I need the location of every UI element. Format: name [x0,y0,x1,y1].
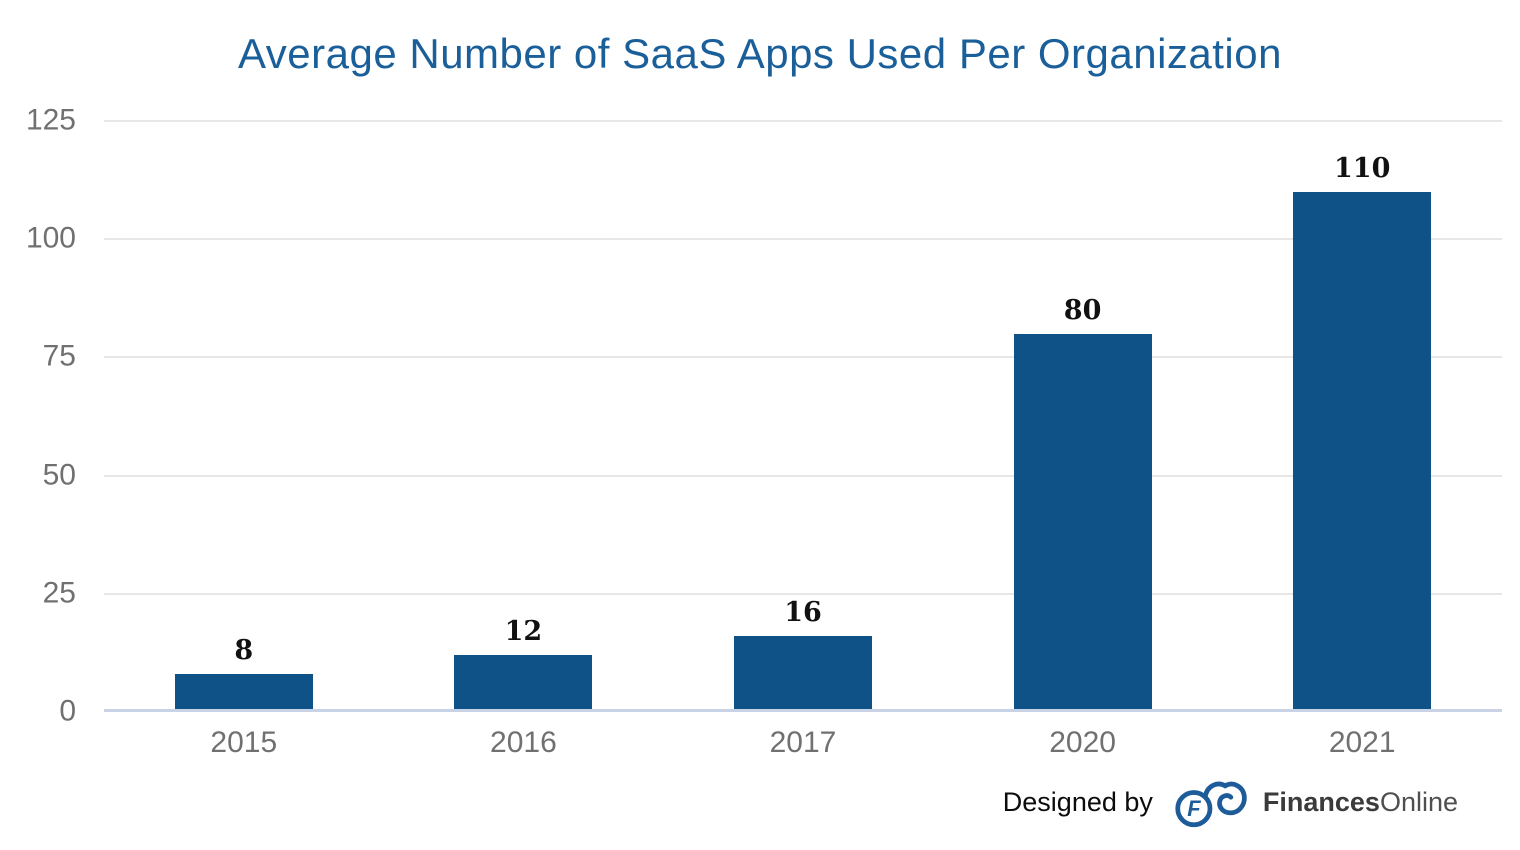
x-tick-label-2021: 2021 [1328,726,1396,759]
gridline-100 [104,238,1502,241]
bar-value-label-2020: 80 [1063,294,1102,326]
x-tick-label-2017: 2017 [769,726,837,759]
y-tick-label-100: 100 [25,221,76,255]
logo-letter: F [1187,796,1201,821]
bar-2020 [1013,333,1152,709]
y-tick-label-0: 0 [59,694,76,728]
x-axis-line [104,709,1502,712]
bar-2021 [1293,191,1432,709]
y-tick-label-125: 125 [25,103,76,137]
bar-value-label-2016: 12 [504,616,543,648]
financesonline-cloud-logo-icon: F [1173,773,1247,831]
designed-by-label: Designed by [1002,786,1153,817]
y-tick-label-75: 75 [42,339,76,373]
attribution-footer: Designed by F FinancesOnline [1003,772,1458,832]
brand-wordmark: FinancesOnline [1263,787,1458,818]
brand-finances: Finances [1262,786,1380,817]
gridline-125 [104,120,1502,122]
y-tick-label-25: 25 [42,576,76,610]
y-tick-label-50: 50 [42,457,76,491]
bar-value-label-2017: 16 [784,597,822,629]
x-tick-label-2020: 2020 [1049,726,1116,759]
gridline-50 [104,474,1502,477]
x-tick-label-2015: 2015 [210,726,278,759]
x-tick-label-2016: 2016 [490,726,557,759]
bar-value-label-2021: 110 [1334,152,1391,184]
plot-area: 0 25 50 75 100 125 8 2015 12 2016 16 2017 80 2020 110 2… [26,103,1502,759]
bar-2016 [454,655,593,709]
gridline-75 [104,356,1502,359]
bar-value-label-2015: 8 [234,635,254,667]
bar-2015 [174,674,313,709]
chart-title: Average Number of SaaS Apps Used Per Org… [238,30,1282,77]
gridline-25 [104,592,1502,595]
bar-2017 [734,636,872,709]
brand-online: Online [1379,786,1458,817]
